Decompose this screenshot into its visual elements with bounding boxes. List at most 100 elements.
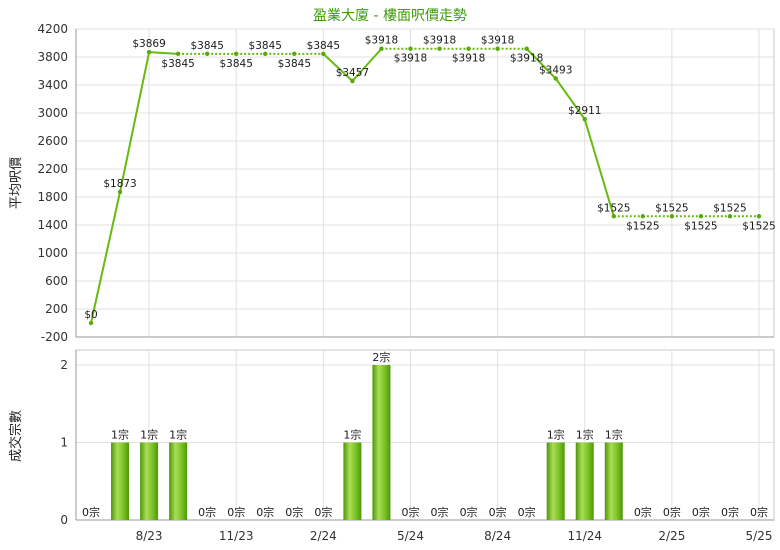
- deals-label: 0宗: [314, 505, 332, 519]
- price-label: $3845: [307, 40, 340, 52]
- price-point: [553, 76, 558, 81]
- price-line-segment: [525, 47, 557, 80]
- deals-bar: [140, 442, 159, 520]
- deals-bar: [169, 442, 188, 520]
- price-line: [90, 47, 759, 324]
- price-label: $3918: [423, 35, 456, 47]
- price-point: [466, 46, 471, 51]
- price-label: $1525: [684, 220, 717, 232]
- price-point: [117, 189, 123, 195]
- deals-label: 0宗: [82, 505, 100, 519]
- deals-bar: [372, 365, 391, 520]
- price-line-segment: [90, 190, 122, 324]
- price-label: $3918: [365, 35, 398, 47]
- deals-label: 0宗: [692, 505, 710, 519]
- price-tick-label: 1400: [37, 218, 68, 232]
- deals-label: 1宗: [605, 428, 623, 442]
- price-tick-label: 1000: [37, 246, 68, 260]
- price-tick-label: 3800: [37, 50, 68, 64]
- price-label: $2911: [568, 105, 601, 117]
- price-point: [756, 214, 762, 219]
- deals-bar: [111, 442, 130, 520]
- price-line-segment: [148, 51, 180, 55]
- price-label: $3845: [190, 40, 223, 52]
- x-tick-label: 11/24: [567, 529, 602, 543]
- deals-bar: [546, 442, 565, 520]
- deals-bar: [343, 442, 362, 520]
- deals-bar: [575, 442, 594, 520]
- price-label: $3457: [336, 67, 369, 79]
- x-tick-label: 5/24: [397, 529, 424, 543]
- price-label: $1873: [103, 178, 136, 190]
- deals-label: 0宗: [198, 505, 216, 519]
- deals-label: 1宗: [343, 428, 361, 442]
- price-point: [669, 214, 675, 219]
- deals-label: 1宗: [169, 428, 187, 442]
- deals-tick-label: 1: [60, 436, 68, 450]
- price-point: [350, 78, 355, 84]
- price-label: $3918: [452, 53, 485, 65]
- deals-label: 0宗: [663, 505, 681, 519]
- price-label: $3918: [510, 53, 543, 65]
- deals-data-labels: 0宗 1宗 1宗 1宗 0宗 0宗 0宗 0宗 0宗 1宗 2宗 0宗 0宗 0宗 0宗 0宗 1宗 1宗 1宗 0宗…: [82, 350, 768, 519]
- deals-bar: [604, 442, 623, 520]
- price-tick-label: 3400: [37, 78, 68, 92]
- price-line-segment: [554, 77, 586, 121]
- price-tick-label: -200: [41, 330, 68, 344]
- x-tick-label: 11/23: [219, 529, 254, 543]
- deals-label: 1宗: [547, 428, 565, 442]
- price-line-segment: [119, 51, 151, 193]
- price-tick-label: 3000: [37, 106, 68, 120]
- deals-label: 0宗: [401, 505, 419, 519]
- price-plot-frame: [75, 28, 775, 338]
- price-axis-title: 平均呎價: [9, 157, 24, 209]
- deals-label: 0宗: [460, 505, 478, 519]
- price-line-segment: [322, 52, 354, 83]
- price-point: [437, 46, 442, 51]
- deals-label: 0宗: [489, 505, 507, 519]
- x-tick-label: 2/25: [658, 529, 685, 543]
- deals-label: 0宗: [256, 505, 274, 519]
- price-line-segment: [351, 47, 383, 83]
- x-tick-label: 5/25: [746, 529, 773, 543]
- price-points: [88, 46, 762, 326]
- price-point: [321, 51, 326, 57]
- chart-title: 盈業大廈 - 樓面呎價走勢: [313, 7, 467, 24]
- deals-tick-label: 0: [60, 513, 68, 527]
- price-axis-ticks: 4200 3800 3400 3000 2600 2200 1800 1400 1000 600 2…: [37, 22, 68, 344]
- price-point: [727, 214, 733, 219]
- price-point: [204, 51, 210, 57]
- price-point: [582, 117, 587, 122]
- deals-label: 0宗: [518, 505, 536, 519]
- x-tick-label: 2/24: [310, 529, 337, 543]
- price-point: [640, 214, 646, 219]
- price-point: [495, 46, 500, 51]
- deals-axis-title: 成交宗數: [8, 410, 24, 462]
- deals-plot-frame: [75, 349, 775, 521]
- price-label: $3845: [278, 58, 311, 70]
- price-point: [234, 51, 239, 57]
- price-tick-label: 200: [45, 302, 68, 316]
- price-tick-label: 2200: [37, 162, 68, 176]
- price-label: $3918: [481, 35, 514, 47]
- x-axis-ticks: 8/23 11/23 2/24 5/24 8/24 11/24 2/25 5/25: [136, 529, 773, 543]
- price-tick-label: 600: [45, 274, 68, 288]
- deals-label: 0宗: [227, 505, 245, 519]
- price-point: [408, 46, 413, 51]
- price-point: [611, 214, 616, 219]
- axis-lines: [75, 29, 774, 521]
- price-label: $1525: [655, 202, 688, 214]
- price-point: [379, 46, 384, 51]
- plot-frames: [75, 28, 775, 521]
- deals-label: 1宗: [140, 428, 158, 442]
- price-label: $1525: [713, 202, 746, 214]
- price-label: $1525: [597, 202, 630, 214]
- price-point: [175, 51, 181, 57]
- price-label: $0: [84, 309, 97, 321]
- price-tick-label: 1800: [37, 190, 68, 204]
- price-point: [698, 214, 704, 219]
- price-label: $1525: [742, 220, 775, 232]
- price-label: $3845: [220, 58, 253, 70]
